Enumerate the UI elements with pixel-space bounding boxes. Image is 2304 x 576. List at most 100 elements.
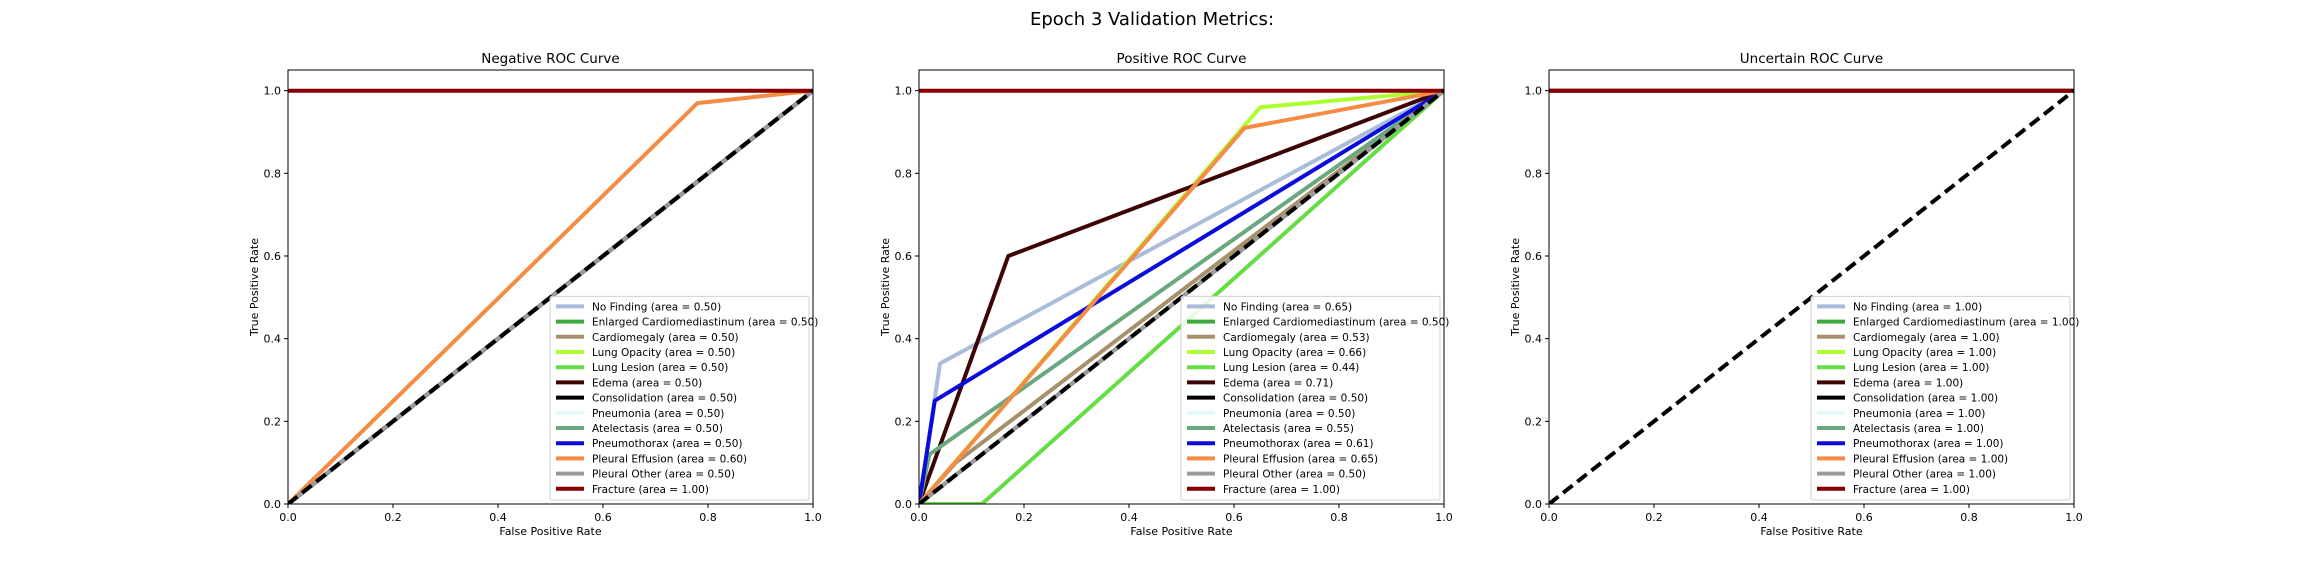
legend-entry: Atelectasis (area = 0.50)	[592, 423, 723, 435]
legend-entry: Pneumothorax (area = 0.61)	[1223, 438, 1374, 450]
legend-entry: No Finding (area = 0.65)	[1223, 301, 1352, 313]
y-axis-label: True Positive Rate	[248, 238, 261, 337]
x-tick-label: 0.0	[1540, 511, 1558, 524]
x-tick-label: 1.0	[804, 511, 822, 524]
x-tick-label: 1.0	[2065, 511, 2083, 524]
panel-title: Positive ROC Curve	[1117, 51, 1247, 67]
y-tick-label: 0.0	[1525, 498, 1543, 511]
series-lines	[919, 88, 1444, 504]
legend-entry: Pleural Effusion (area = 0.60)	[592, 453, 747, 465]
y-tick-label: 1.0	[895, 85, 913, 98]
legend-entry: Edema (area = 0.71)	[1223, 377, 1333, 389]
legend-entry: Lung Opacity (area = 0.50)	[592, 347, 735, 359]
y-tick-label: 1.0	[1525, 85, 1543, 98]
roc-panel: Negative ROC Curve 0.0 0.2 0.4 0.6 0.8 1.0 0.0 0…	[248, 51, 822, 538]
legend-entry: Cardiomegaly (area = 0.50)	[592, 332, 739, 344]
legend-entry: Enlarged Cardiomediastinum (area = 1.00)	[1853, 317, 2079, 329]
x-tick-label: 0.4	[1750, 511, 1768, 524]
legend-entry: Pleural Effusion (area = 1.00)	[1853, 453, 2008, 465]
axes-frame	[287, 69, 814, 505]
legend: No Finding (area = 1.00) Enlarged Cardiom…	[1810, 295, 2079, 501]
legend-entry: Pneumothorax (area = 0.50)	[592, 438, 743, 450]
legend-entry: Enlarged Cardiomediastinum (area = 0.50)	[592, 317, 818, 329]
legend-entry: Lung Lesion (area = 1.00)	[1853, 362, 1989, 374]
legend-entry: Lung Opacity (area = 1.00)	[1853, 347, 1996, 359]
legend-entry: Lung Lesion (area = 0.44)	[1223, 362, 1359, 374]
y-axis-label: True Positive Rate	[879, 238, 892, 337]
legend-entry: Consolidation (area = 1.00)	[1853, 393, 1998, 405]
legend-entry: Pneumonia (area = 0.50)	[592, 408, 724, 420]
roc-series-line	[919, 88, 1444, 504]
legend-entry: Pneumonia (area = 1.00)	[1853, 408, 1985, 420]
y-tick-label: 0.6	[895, 250, 913, 263]
legend-entry: No Finding (area = 1.00)	[1853, 301, 1982, 313]
x-tick-label: 0.2	[1015, 511, 1033, 524]
legend-entry: Pleural Other (area = 0.50)	[592, 469, 735, 481]
legend-entry: Fracture (area = 1.00)	[1223, 484, 1340, 496]
x-tick-label: 0.6	[594, 511, 612, 524]
axes-frame	[1548, 69, 2075, 505]
legend-entry: Atelectasis (area = 1.00)	[1853, 423, 1984, 435]
y-tick-label: 0.8	[1525, 167, 1543, 180]
legend-entry: Enlarged Cardiomediastinum (area = 0.50)	[1223, 317, 1449, 329]
x-axis-label: False Positive Rate	[1760, 525, 1862, 538]
x-tick-label: 0.2	[1645, 511, 1663, 524]
x-tick-label: 0.6	[1225, 511, 1243, 524]
y-tick-label: 0.0	[264, 498, 282, 511]
legend-entry: Pneumothorax (area = 1.00)	[1853, 438, 2004, 450]
panel-title: Negative ROC Curve	[481, 51, 619, 67]
y-tick-label: 1.0	[264, 85, 282, 98]
panel-title: Uncertain ROC Curve	[1740, 51, 1883, 67]
x-tick-label: 0.4	[1120, 511, 1138, 524]
legend-entry: Pleural Other (area = 1.00)	[1853, 469, 1996, 481]
x-axis-label: False Positive Rate	[1130, 525, 1232, 538]
y-tick-label: 0.6	[264, 250, 282, 263]
y-tick-label: 0.6	[1525, 250, 1543, 263]
legend-entry: Pleural Effusion (area = 0.65)	[1223, 453, 1378, 465]
legend-entry: Lung Lesion (area = 0.50)	[592, 362, 728, 374]
roc-series-line	[919, 88, 1444, 504]
roc-series-line	[919, 89, 1444, 504]
legend-entry: Consolidation (area = 0.50)	[592, 393, 737, 405]
legend-entry: Cardiomegaly (area = 0.53)	[1223, 332, 1370, 344]
y-tick-label: 0.0	[895, 498, 913, 511]
y-tick-label: 0.2	[264, 415, 282, 428]
figure-suptitle: Epoch 3 Validation Metrics:	[1030, 9, 1274, 30]
x-tick-label: 0.0	[279, 511, 297, 524]
y-tick-label: 0.2	[895, 415, 913, 428]
legend-entry: No Finding (area = 0.50)	[592, 301, 721, 313]
x-tick-label: 0.0	[910, 511, 928, 524]
x-tick-label: 0.2	[384, 511, 402, 524]
x-tick-label: 0.6	[1855, 511, 1873, 524]
legend-entry: Lung Opacity (area = 0.66)	[1223, 347, 1366, 359]
roc-panel: Uncertain ROC Curve 0.0 0.2 0.4 0.6 0.8 1.0 0.0…	[1509, 51, 2083, 538]
legend: No Finding (area = 0.65) Enlarged Cardiom…	[1180, 295, 1449, 501]
y-tick-label: 0.4	[264, 333, 282, 346]
legend: No Finding (area = 0.50) Enlarged Cardiom…	[549, 295, 818, 501]
legend-box	[1180, 295, 1441, 501]
legend-entry: Fracture (area = 1.00)	[592, 484, 709, 496]
y-tick-label: 0.8	[264, 167, 282, 180]
legend-entry: Edema (area = 0.50)	[592, 377, 702, 389]
legend-entry: Edema (area = 1.00)	[1853, 377, 1963, 389]
legend-entry: Consolidation (area = 0.50)	[1223, 393, 1368, 405]
y-tick-label: 0.2	[1525, 415, 1543, 428]
x-tick-label: 1.0	[1435, 511, 1453, 524]
x-tick-label: 0.8	[699, 511, 717, 524]
legend-entry: Pleural Other (area = 0.50)	[1223, 469, 1366, 481]
x-tick-label: 0.8	[1960, 511, 1978, 524]
x-tick-label: 0.8	[1330, 511, 1348, 524]
y-axis-label: True Positive Rate	[1509, 238, 1522, 337]
y-tick-label: 0.8	[895, 167, 913, 180]
axes-frame	[918, 69, 1445, 505]
legend-entry: Cardiomegaly (area = 1.00)	[1853, 332, 2000, 344]
legend-entry: Fracture (area = 1.00)	[1853, 484, 1970, 496]
legend-entry: Atelectasis (area = 0.55)	[1223, 423, 1354, 435]
y-tick-label: 0.4	[895, 333, 913, 346]
legend-box	[1810, 295, 2071, 501]
legend-entry: Pneumonia (area = 0.50)	[1223, 408, 1355, 420]
y-tick-label: 0.4	[1525, 333, 1543, 346]
x-tick-label: 0.4	[489, 511, 507, 524]
